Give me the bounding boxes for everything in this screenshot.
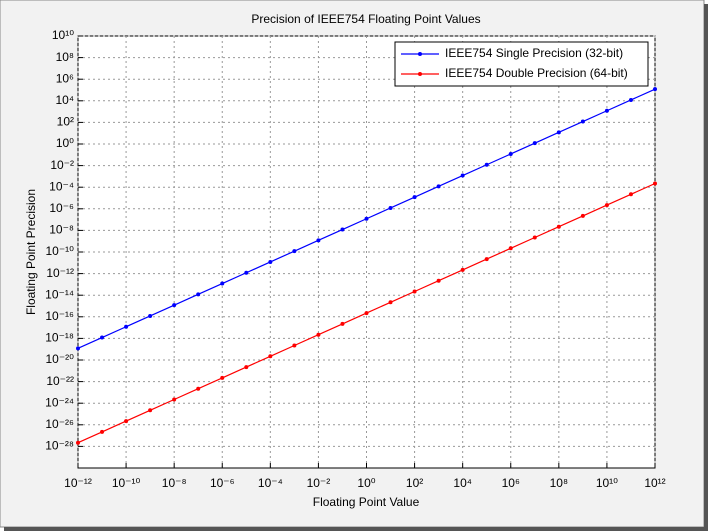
legend-marker	[418, 72, 422, 76]
point	[653, 87, 657, 92]
point	[268, 354, 273, 359]
x-tick-label: 10⁴	[453, 476, 472, 490]
point	[244, 270, 249, 275]
point	[532, 141, 537, 146]
y-tick-label: 10⁻⁶	[49, 201, 74, 215]
x-axis-label: Floating Point Value	[313, 495, 420, 509]
point	[172, 397, 177, 402]
y-tick-label: 10⁻⁸	[49, 223, 74, 237]
y-tick-label: 10⁴	[55, 93, 74, 107]
point	[268, 259, 273, 264]
point	[604, 108, 609, 113]
point	[508, 151, 513, 156]
point	[628, 192, 633, 197]
point	[340, 321, 345, 326]
legend-box	[394, 41, 649, 87]
y-tick-label: 10⁻¹⁶	[45, 309, 74, 323]
x-tick-label: 10⁻⁴	[258, 476, 283, 490]
chart-title: Precision of IEEE754 Floating Point Valu…	[251, 12, 480, 26]
y-tick-label: 10⁶	[56, 71, 74, 85]
y-tick-label: 10¹⁰	[52, 28, 74, 42]
point	[556, 130, 561, 135]
point	[460, 173, 465, 178]
point	[76, 346, 80, 351]
y-tick-label: 10⁻²⁰	[46, 352, 75, 366]
point	[388, 300, 393, 305]
shadow	[704, 4, 708, 531]
x-tick-label: 10⁻²	[307, 476, 331, 490]
point	[484, 162, 489, 167]
point	[196, 386, 201, 391]
point	[100, 335, 105, 340]
x-tick-label: 10⁻⁸	[162, 476, 187, 490]
point	[653, 181, 657, 186]
point	[244, 365, 249, 370]
legend-label: IEEE754 Single Precision (32-bit)	[445, 46, 623, 60]
point	[412, 195, 417, 200]
point	[364, 216, 369, 221]
point	[436, 278, 441, 283]
y-tick-label: 10⁻¹⁴	[45, 287, 74, 301]
point	[148, 313, 153, 318]
x-tick-label: 10¹⁰	[596, 476, 618, 490]
x-tick-label: 10⁰	[357, 476, 375, 490]
x-tick-label: 10⁶	[502, 476, 520, 490]
x-tick-label: 10⁻⁶	[210, 476, 235, 490]
y-tick-label: 10⁻¹²	[46, 266, 74, 280]
point	[412, 289, 417, 294]
point	[100, 429, 105, 434]
y-tick-label: 10⁰	[56, 136, 74, 150]
point	[76, 440, 80, 445]
point	[316, 238, 321, 243]
x-tick-label: 10⁸	[550, 476, 568, 490]
y-tick-label: 10⁸	[56, 50, 74, 64]
y-tick-label: 10⁻¹⁸	[45, 331, 74, 345]
y-tick-label: 10⁻¹⁰	[46, 244, 75, 258]
y-tick-label: 10⁻²⁸	[45, 439, 74, 453]
point	[508, 246, 513, 251]
x-tick-label: 10²	[406, 476, 423, 490]
point	[580, 119, 585, 124]
point	[316, 332, 321, 337]
point	[148, 408, 153, 413]
point	[196, 292, 201, 297]
point	[628, 97, 633, 102]
y-tick-label: 10²	[57, 115, 74, 129]
x-tick-label: 10¹²	[644, 476, 665, 490]
point	[220, 375, 225, 380]
point	[556, 224, 561, 229]
y-tick-label: 10⁻²²	[46, 374, 74, 388]
point	[292, 249, 297, 254]
point	[604, 203, 609, 208]
y-tick-label: 10⁻²⁶	[45, 417, 74, 431]
point	[460, 267, 465, 272]
point	[484, 257, 489, 262]
point	[364, 311, 369, 316]
point	[436, 184, 441, 189]
shadow	[4, 527, 708, 531]
point	[580, 213, 585, 218]
point	[340, 227, 345, 232]
y-tick-label: 10⁻²⁴	[45, 395, 74, 409]
point	[388, 205, 393, 210]
y-axis-label: Floating Point Precision	[24, 189, 38, 315]
point	[124, 324, 129, 329]
point	[292, 343, 297, 348]
point	[220, 281, 225, 286]
point	[124, 419, 129, 424]
x-tick-label: 10⁻¹²	[64, 476, 92, 490]
point	[172, 303, 177, 308]
point	[532, 235, 537, 240]
legend-label: IEEE754 Double Precision (64-bit)	[445, 66, 628, 80]
y-tick-label: 10⁻⁴	[49, 179, 74, 193]
legend-marker	[418, 52, 422, 56]
x-tick-label: 10⁻¹⁰	[112, 476, 141, 490]
y-tick-label: 10⁻²	[50, 158, 74, 172]
